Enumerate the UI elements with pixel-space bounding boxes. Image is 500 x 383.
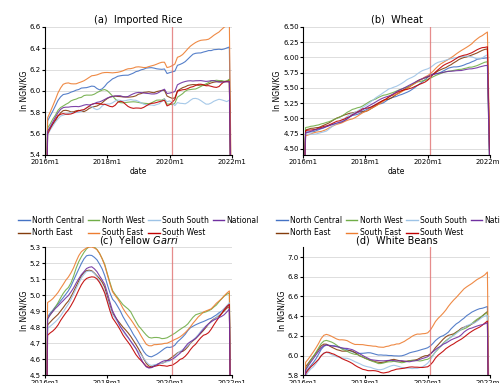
Y-axis label: ln NGN/KG: ln NGN/KG	[20, 291, 28, 331]
Title: (b)  Wheat: (b) Wheat	[370, 15, 422, 25]
Legend: North Central, North East, North West, South East, South South, South West, Nati: North Central, North East, North West, S…	[15, 213, 262, 241]
Title: (d)  White Beans: (d) White Beans	[356, 235, 438, 245]
Y-axis label: ln NGN/KG: ln NGN/KG	[272, 71, 281, 111]
X-axis label: date: date	[388, 167, 405, 175]
Title: (c)  Yellow $\it{Garri}$: (c) Yellow $\it{Garri}$	[98, 234, 178, 247]
X-axis label: date: date	[130, 167, 147, 175]
Legend: North Central, North East, North West, South East, South South, South West, Nati: North Central, North East, North West, S…	[273, 213, 500, 241]
Y-axis label: ln NGN/KG: ln NGN/KG	[277, 291, 286, 331]
Title: (a)  Imported Rice: (a) Imported Rice	[94, 15, 182, 25]
Y-axis label: ln NGN/KG: ln NGN/KG	[19, 71, 28, 111]
